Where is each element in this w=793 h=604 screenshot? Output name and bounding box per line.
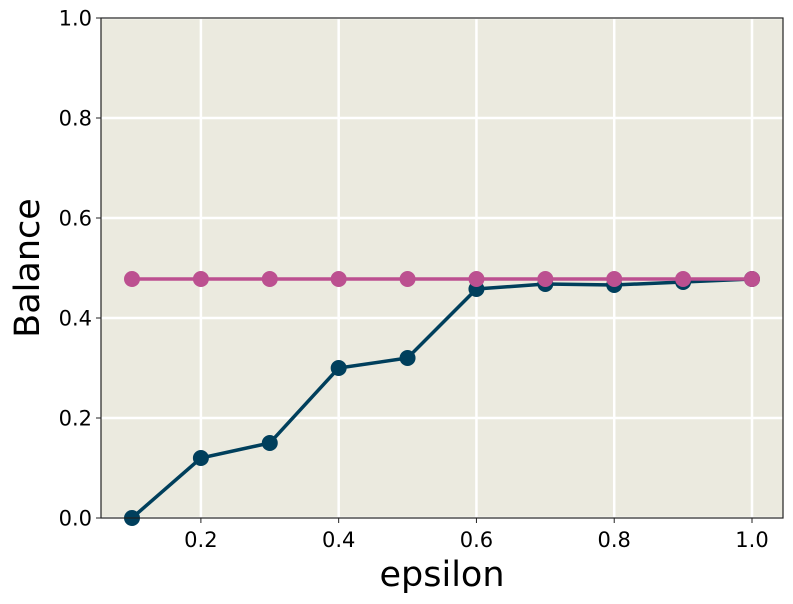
series-marker [261,271,278,287]
series-marker [606,271,623,287]
series-line [130,277,753,520]
series-marker [192,271,209,287]
y-tick-label: 0.2 [59,407,92,431]
series-marker [399,350,416,366]
x-tick-label: 1.0 [735,528,768,552]
series-marker [744,271,760,287]
series-marker [468,271,485,287]
series-marker [330,360,347,376]
y-tick-label: 0.4 [59,307,92,331]
y-axis-label: Balance [8,198,48,338]
plot-frame [100,17,784,519]
x-axis-label: epsilon [379,555,504,595]
y-tick-label: 0.0 [59,507,92,531]
x-tick-label: 0.4 [322,528,355,552]
x-tick-label: 0.2 [184,528,217,552]
plot-area [101,18,783,518]
series-marker [261,435,278,451]
series-marker [537,271,554,287]
y-tick-label: 1.0 [59,7,92,31]
y-tick-label: 0.6 [59,207,92,231]
x-tick-label: 0.8 [598,528,631,552]
series-marker [124,271,140,287]
series-marker [192,450,209,466]
series-marker [675,271,692,287]
series-marker [330,271,347,287]
series-marker [399,271,416,287]
x-tick-label: 0.6 [460,528,493,552]
y-tick-label: 0.8 [59,107,92,131]
